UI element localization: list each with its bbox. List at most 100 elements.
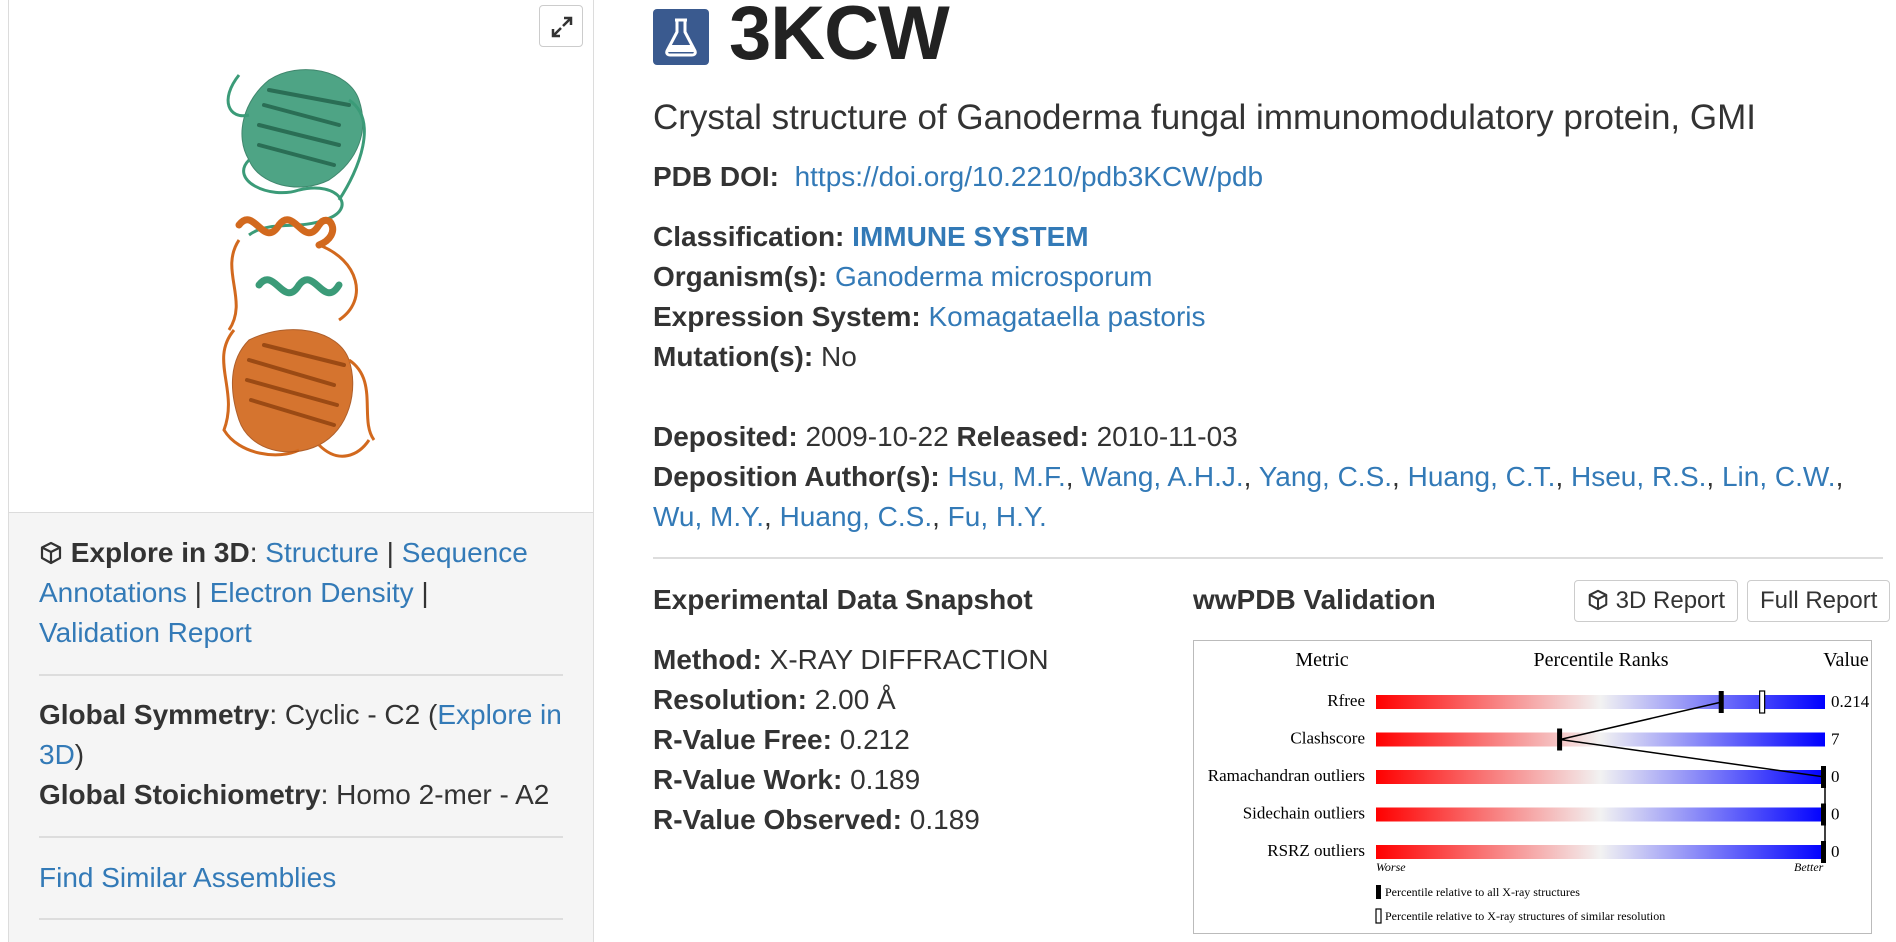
author-link[interactable]: Lin, C.W. (1721, 461, 1836, 492)
percentile-marker-all (1821, 766, 1826, 788)
metric-value: 0.214 (1831, 692, 1870, 711)
expression-row: Expression System: Komagataella pastoris (653, 297, 1206, 337)
explore-structure-link[interactable]: Structure (265, 537, 379, 568)
percentile-bar (1376, 732, 1825, 747)
global-stoichiometry-value: : Homo 2-mer - A2 (320, 779, 550, 810)
mutation-value: No (820, 341, 857, 372)
divider (39, 674, 563, 676)
author-link[interactable]: Wang, A.H.J. (1081, 461, 1244, 492)
metric-name: RSRZ outliers (1267, 841, 1365, 860)
cube-icon (40, 541, 62, 565)
classification-label: Classification: (653, 221, 845, 252)
full-report-button[interactable]: Full Report (1747, 580, 1891, 622)
dates-row: Deposited: 2009-10-22 Released: 2010-11-… (653, 417, 1238, 457)
validation-slider-chart[interactable]: Metric Percentile Ranks Value Rfree 0.214… (1193, 640, 1872, 934)
expand-button[interactable] (539, 5, 583, 47)
metric-value: 0 (1831, 767, 1840, 786)
cube-icon (1588, 589, 1608, 611)
assembly-info: Explore in 3D: Structure | Sequence Anno… (9, 513, 593, 942)
structure-image-panel (9, 0, 593, 513)
explore-sequence-link[interactable]: Sequence Annotations (39, 537, 528, 608)
symmetry-section: Global Symmetry: Cyclic - C2 (Explore in… (39, 699, 562, 810)
author-link[interactable]: Hseu, R.S. (1571, 461, 1707, 492)
organism-label: Organism(s): (653, 261, 828, 292)
3d-report-button[interactable]: 3D Report (1574, 580, 1739, 622)
mutation-label: Mutation(s): (653, 341, 814, 372)
percentile-marker-all (1821, 841, 1826, 863)
mutation-row: Mutation(s): No (653, 337, 857, 377)
legend-all-text: Percentile relative to all X-ray structu… (1385, 885, 1580, 899)
percentile-bar (1376, 695, 1825, 709)
find-similar-assemblies-link[interactable]: Find Similar Assemblies (39, 862, 337, 893)
organism-link[interactable]: Ganoderma microsporum (835, 261, 1153, 292)
divider (39, 836, 563, 838)
expression-label: Expression System: (653, 301, 921, 332)
legend-all-marker (1376, 885, 1381, 899)
doi-link[interactable]: https://doi.org/10.2210/pdb3KCW/pdb (794, 161, 1264, 192)
percentile-marker-all (1557, 728, 1563, 751)
explore-3d-label: Explore in 3D (70, 537, 250, 568)
expression-link[interactable]: Komagataella pastoris (928, 301, 1206, 332)
organism-row: Organism(s): Ganoderma microsporum (653, 257, 1152, 297)
snapshot-row: R-Value Free: 0.212 (653, 724, 910, 755)
snapshot-row: R-Value Observed: 0.189 (653, 804, 980, 835)
metric-name: Clashscore (1290, 729, 1365, 748)
protein-structure-image[interactable] (209, 60, 409, 470)
explore-density-link[interactable]: Electron Density (209, 577, 414, 608)
deposited-value: 2009-10-22 (805, 421, 949, 452)
global-symmetry-value: : Cyclic - C2 (269, 699, 421, 730)
legend-similar-marker (1375, 908, 1382, 924)
global-symmetry-label: Global Symmetry (39, 699, 270, 730)
metric-value: 0 (1831, 805, 1840, 824)
percentile-bar (1376, 807, 1825, 822)
structure-id: 3KCW (729, 0, 950, 76)
metric-name: Rfree (1327, 691, 1365, 710)
author-link[interactable]: Wu, M.Y. (653, 501, 765, 532)
symmetry-explore-link[interactable]: Explore in 3D (39, 699, 562, 770)
header-value: Value (1823, 649, 1869, 671)
better-label: Better (1794, 860, 1824, 874)
classification-link[interactable]: IMMUNE SYSTEM (852, 221, 1089, 252)
validation-title: wwPDB Validation (1193, 584, 1436, 615)
expand-icon (551, 16, 573, 38)
metric-value: 0 (1831, 842, 1840, 861)
author-link[interactable]: Hsu, M.F. (947, 461, 1066, 492)
percentile-marker-similar (1759, 690, 1766, 714)
find-similar-section: Find Similar Assemblies (39, 858, 569, 898)
authors-row-1: Deposition Author(s): Hsu, M.F., Wang, A… (653, 461, 1844, 492)
snapshot-row: Method: X-RAY DIFFRACTION (653, 644, 1049, 675)
divider (39, 918, 563, 920)
authors-row-2: Wu, M.Y., Huang, C.S., Fu, H.Y. (653, 501, 1047, 532)
released-label: Released: (956, 421, 1089, 452)
global-stoichiometry-label: Global Stoichiometry (39, 779, 321, 810)
percentile-marker-all (1718, 691, 1724, 713)
authors-label: Deposition Author(s): (653, 461, 940, 492)
metric-name: Ramachandran outliers (1208, 766, 1365, 785)
snapshot-row: R-Value Work: 0.189 (653, 764, 921, 795)
metric-value: 7 (1831, 730, 1840, 749)
percentile-bar (1376, 845, 1825, 859)
author-link[interactable]: Huang, C.S. (779, 501, 933, 532)
explore-3d-section: Explore in 3D: Structure | Sequence Anno… (39, 537, 528, 648)
released-value: 2010-11-03 (1096, 421, 1238, 452)
header-metric: Metric (1295, 649, 1348, 671)
doi-row: PDB DOI: https://doi.org/10.2210/pdb3KCW… (653, 157, 1263, 197)
structure-title: Crystal structure of Ganoderma fungal im… (653, 98, 1756, 137)
classification-row: Classification: IMMUNE SYSTEM (653, 217, 1089, 257)
author-link[interactable]: Fu, H.Y. (947, 501, 1047, 532)
explore-validation-link[interactable]: Validation Report (39, 617, 252, 648)
left-panel: Explore in 3D: Structure | Sequence Anno… (8, 0, 594, 942)
legend-similar-text: Percentile relative to X-ray structures … (1385, 909, 1665, 923)
metric-name: Sidechain outliers (1243, 804, 1365, 823)
header-ranks: Percentile Ranks (1534, 649, 1669, 671)
snapshot-title: Experimental Data Snapshot (653, 584, 1033, 615)
author-link[interactable]: Yang, C.S. (1258, 461, 1393, 492)
flask-icon (653, 9, 709, 65)
snapshot-row: Resolution: 2.00 Å (653, 684, 896, 715)
section-divider (653, 557, 1883, 559)
percentile-bar (1376, 770, 1825, 784)
worse-label: Worse (1376, 860, 1406, 874)
percentile-marker-all (1821, 803, 1826, 826)
author-link[interactable]: Huang, C.T. (1407, 461, 1556, 492)
doi-label: PDB DOI: (653, 161, 779, 192)
